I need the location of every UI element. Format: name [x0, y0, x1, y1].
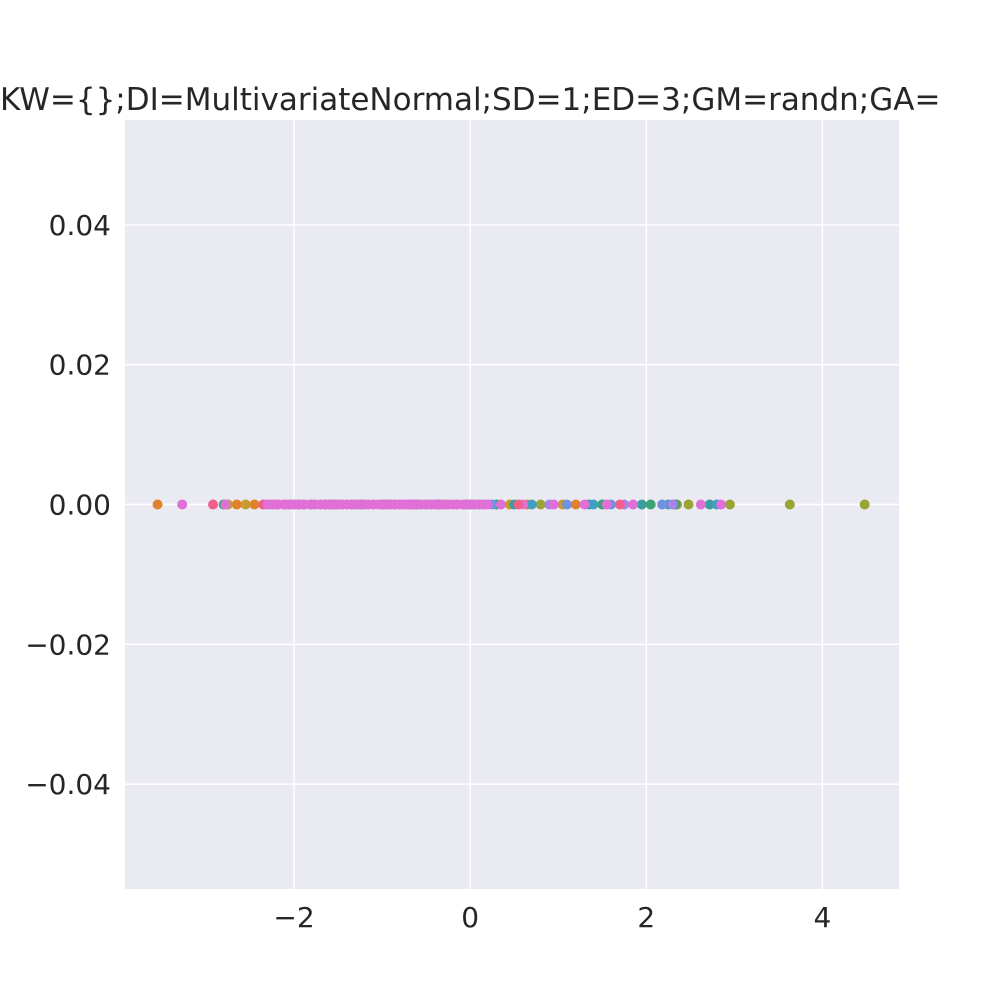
- y-tick-label: 0.00: [49, 489, 111, 522]
- chart-title: KW={};DI=MultivariateNormal;SD=1;ED=3;GM…: [0, 82, 941, 118]
- data-point: [152, 499, 163, 510]
- y-tick-label: 0.02: [49, 349, 111, 382]
- data-point: [495, 499, 506, 510]
- data-point: [628, 499, 639, 510]
- data-point: [859, 499, 870, 510]
- data-point: [548, 499, 559, 510]
- x-tick-label: 2: [637, 901, 655, 934]
- data-point: [526, 499, 537, 510]
- data-point: [579, 499, 590, 510]
- x-tick-label: 4: [813, 901, 831, 934]
- data-point: [240, 499, 251, 510]
- data-points: [152, 499, 870, 510]
- data-point: [601, 499, 612, 510]
- data-point: [535, 499, 546, 510]
- data-point: [513, 499, 524, 510]
- data-point: [614, 499, 625, 510]
- data-point: [220, 499, 231, 510]
- data-point: [645, 499, 656, 510]
- data-point: [704, 499, 715, 510]
- y-axis-ticks: 0.04 0.02 0.00 −0.02 −0.04: [25, 209, 111, 801]
- data-point: [657, 499, 668, 510]
- y-tick-label: −0.02: [25, 628, 111, 661]
- x-tick-label: 0: [461, 901, 479, 934]
- x-tick-label: −2: [273, 901, 314, 934]
- data-point: [683, 499, 694, 510]
- data-point: [231, 499, 242, 510]
- data-point: [562, 499, 573, 510]
- data-point: [588, 499, 599, 510]
- y-tick-label: −0.04: [25, 768, 111, 801]
- data-point: [667, 499, 678, 510]
- data-point: [695, 499, 706, 510]
- data-point: [784, 499, 795, 510]
- data-point: [570, 499, 581, 510]
- x-axis-ticks: −2 0 2 4: [273, 901, 831, 934]
- data-point: [479, 499, 490, 510]
- data-point: [636, 499, 647, 510]
- data-point: [249, 499, 260, 510]
- data-point: [208, 499, 219, 510]
- y-tick-label: 0.04: [49, 209, 111, 242]
- data-point: [177, 499, 188, 510]
- data-point: [724, 499, 735, 510]
- data-point: [716, 499, 727, 510]
